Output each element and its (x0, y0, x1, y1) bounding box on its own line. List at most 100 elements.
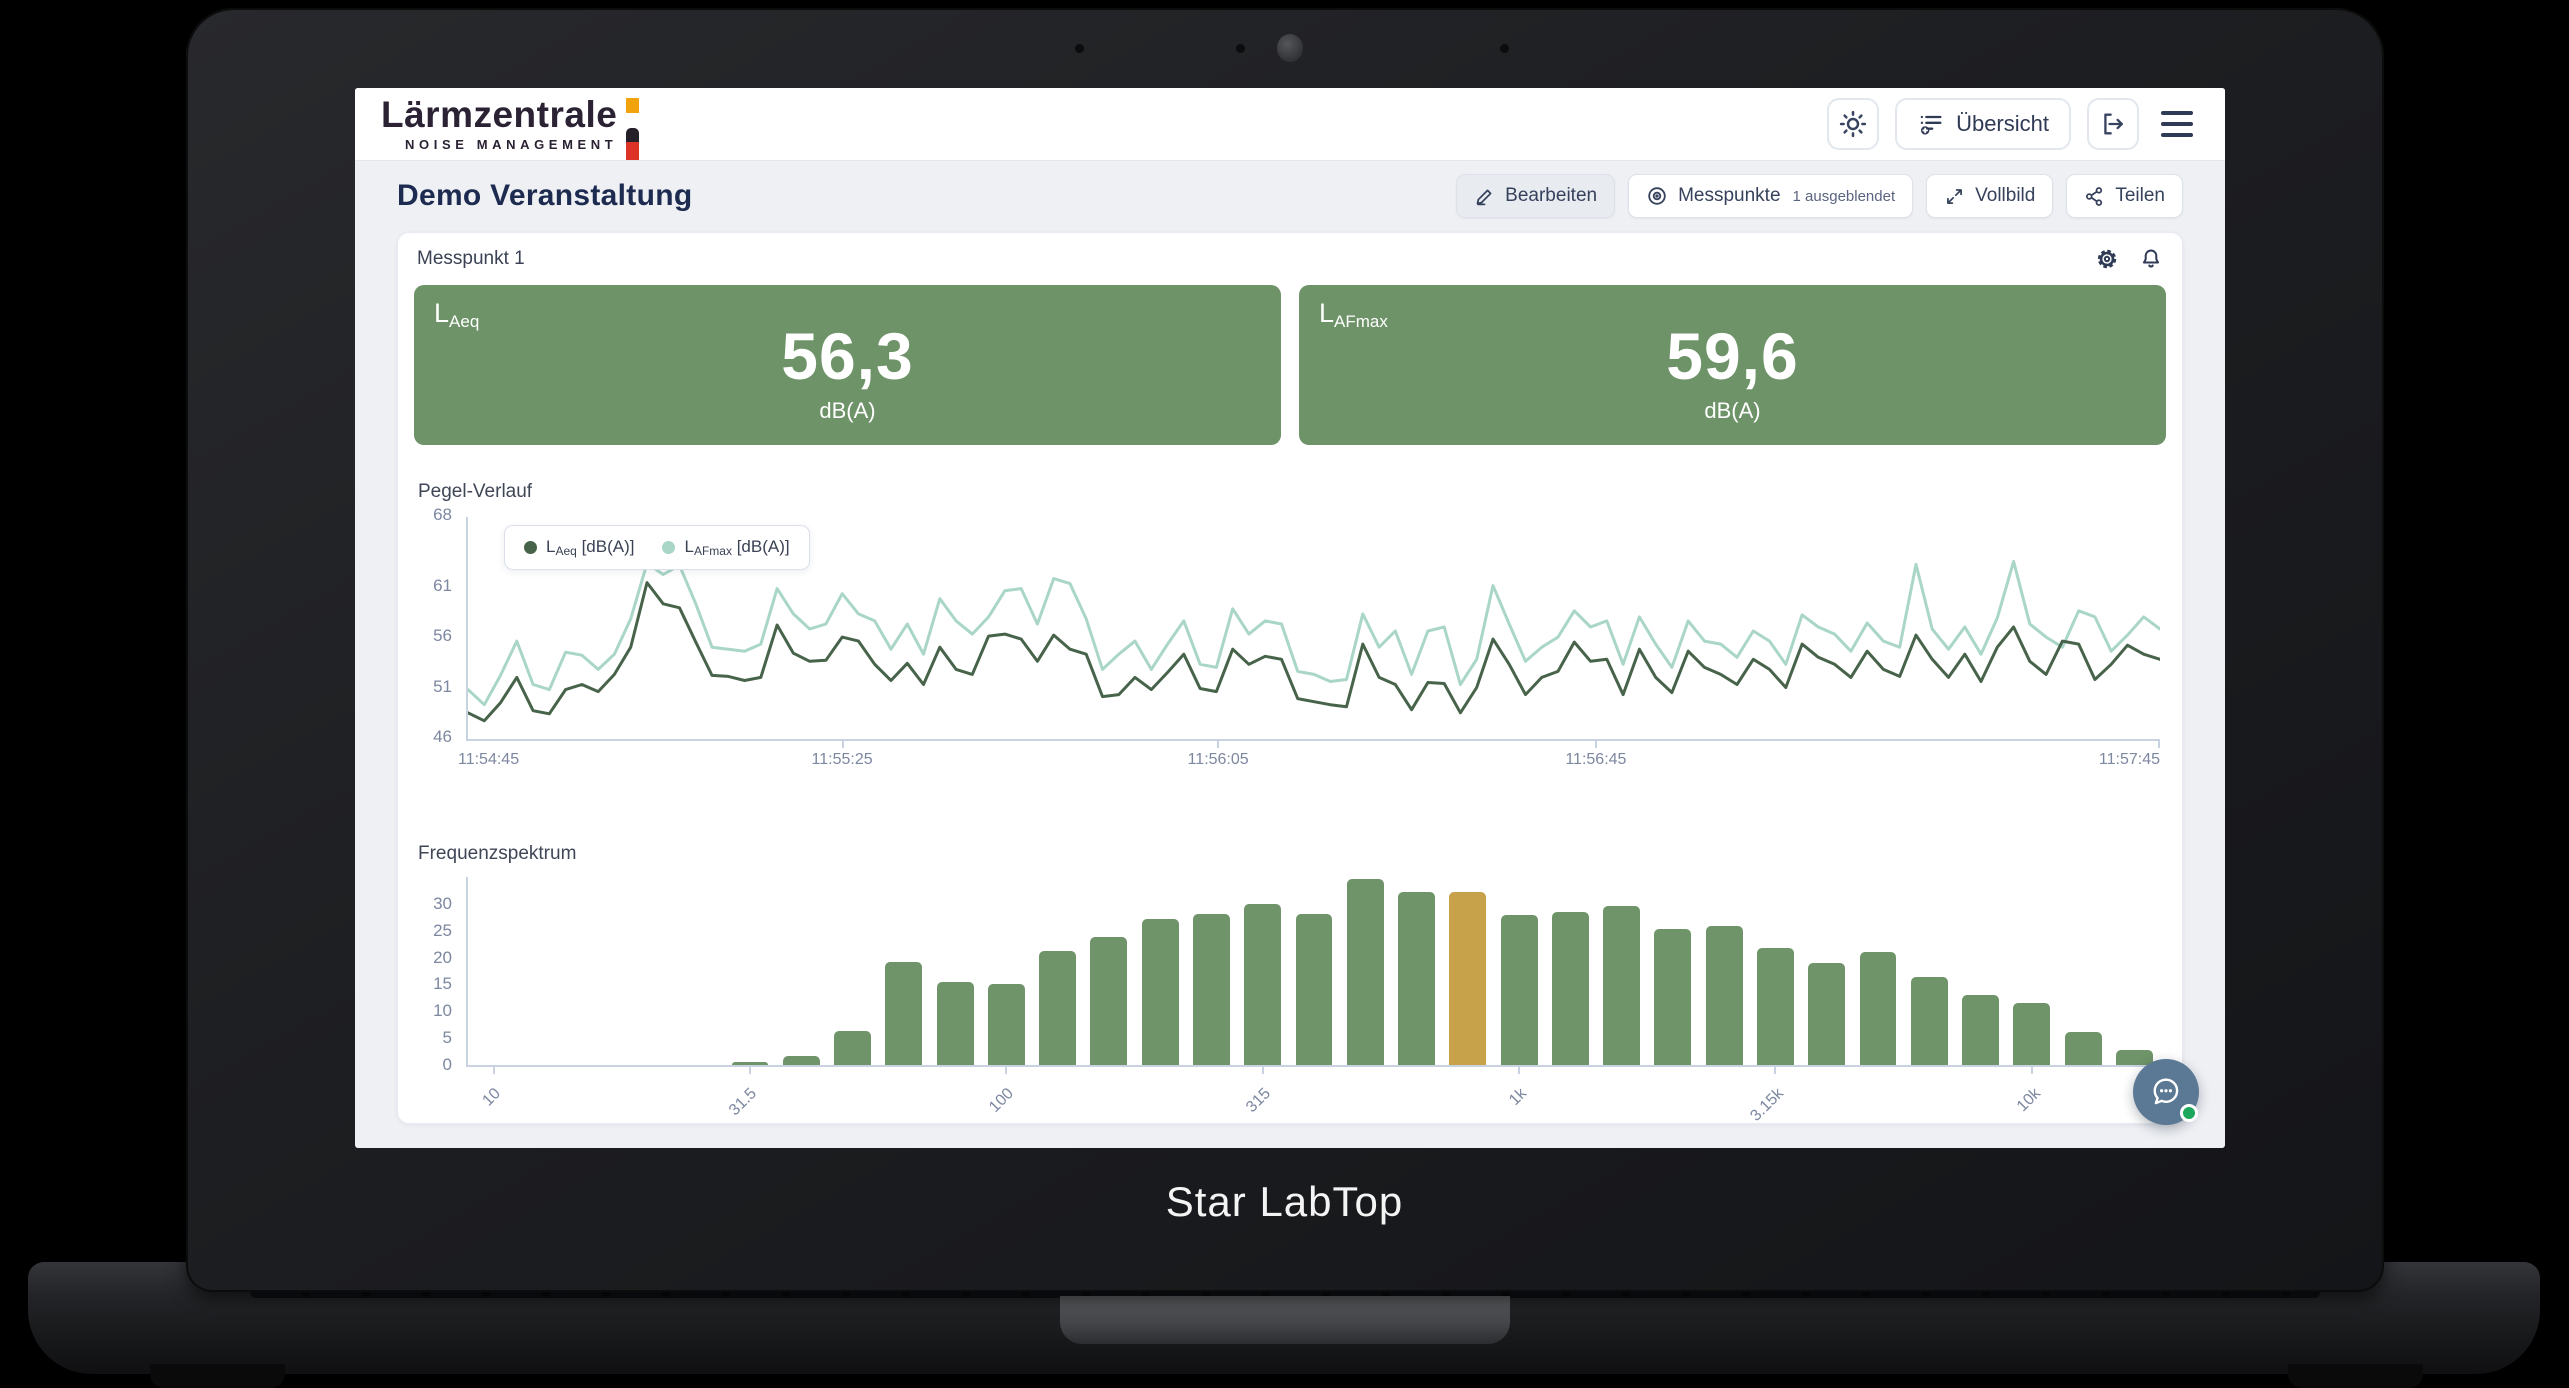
x-tick-label: 100 (986, 1085, 1018, 1116)
measuring-points-button[interactable]: Messpunkte 1 ausgeblendet (1628, 174, 1914, 218)
level-chart-plot[interactable]: LAeq [dB(A)] LAFmax [dB(A)] (466, 517, 2162, 748)
frequency-bar (1141, 919, 1179, 1065)
share-icon (2084, 186, 2105, 207)
overview-button[interactable]: Übersicht (1895, 98, 2071, 150)
spectrum-chart: 0 5 10 15 20 25 30 10 31.5 100 315 1k 3.15k 10k (414, 877, 2160, 1125)
logo-exclamation-icon (626, 98, 640, 160)
logout-button[interactable] (2087, 98, 2139, 150)
frequency-bar (1346, 879, 1384, 1065)
legend-dot-lafmax (662, 541, 676, 554)
laptop-lid-notch (1060, 1296, 1510, 1344)
sun-icon (1838, 109, 1868, 139)
laptop-foot (2288, 1364, 2423, 1388)
edit-button[interactable]: Bearbeiten (1456, 174, 1616, 218)
stat-unit: dB(A) (1704, 398, 1761, 423)
menu-button[interactable] (2155, 105, 2199, 143)
logo-title: Lärmzentrale (381, 94, 618, 135)
stat-card-lafmax: LAFmax 59,6 dB(A) (1299, 285, 2166, 445)
frequency-bar (1500, 915, 1538, 1065)
chat-bubble-icon (2147, 1073, 2185, 1111)
y-tick-label: 5 (442, 1028, 452, 1048)
x-tick-label: 11:54:45 (458, 751, 520, 768)
settings-gear-icon[interactable] (2095, 247, 2119, 271)
pencil-icon (1474, 186, 1495, 207)
app-logo[interactable]: Lärmzentrale NOISE MANAGEMENT (381, 94, 640, 160)
frequency-bar (1654, 928, 1692, 1065)
y-tick-label: 25 (433, 920, 452, 940)
stat-label: LAFmax (1319, 298, 1388, 331)
stat-value: 56,3 (781, 319, 914, 393)
level-chart: 68 61 56 51 46 LAeq [dB(A)] LAFmax [dB(A)] 1… (414, 505, 2162, 783)
frequency-bar (936, 981, 974, 1065)
y-tick-label: 51 (433, 676, 452, 696)
y-tick-label: 30 (433, 893, 452, 913)
spectrum-chart-y-axis: 0 5 10 15 20 25 30 (414, 877, 458, 1074)
frequency-bar (1090, 937, 1128, 1065)
theme-toggle-button[interactable] (1827, 98, 1880, 150)
frequency-bar (2115, 1049, 2153, 1065)
y-tick-label: 68 (433, 505, 452, 524)
x-tick-label: 11:57:45 (2098, 751, 2160, 768)
x-tick-mark (1217, 739, 1220, 748)
mic-dot (1236, 44, 1245, 53)
webcam (1277, 34, 1303, 62)
x-tick-mark (748, 1065, 751, 1074)
frequency-bar (1603, 906, 1641, 1065)
screen: Lärmzentrale NOISE MANAGEMENT (355, 88, 2225, 1148)
spectrum-chart-x-axis: 10 31.5 100 315 1k 3.15k 10k (466, 1073, 2160, 1125)
frequency-bar (1551, 912, 1589, 1065)
y-tick-label: 15 (433, 974, 452, 994)
x-tick-label: 11:56:45 (1565, 751, 1627, 768)
y-tick-label: 20 (433, 947, 452, 967)
share-button[interactable]: Teilen (2066, 174, 2183, 218)
level-chart-title: Pegel-Verlauf (418, 481, 533, 502)
legend-item-lafmax[interactable]: LAFmax [dB(A)] (662, 537, 790, 558)
frequency-bar (987, 984, 1025, 1065)
frequency-bar (1398, 892, 1435, 1065)
stat-unit: dB(A) (819, 398, 876, 423)
x-tick-label: 315 (1242, 1085, 1274, 1116)
y-tick-label: 61 (433, 575, 452, 595)
overview-button-label: Übersicht (1956, 111, 2049, 136)
expand-icon (1944, 186, 1965, 207)
frequency-bar (834, 1031, 871, 1065)
frequency-bar (1192, 913, 1230, 1065)
laptop-brand: Star LabTop (1165, 1178, 1404, 1225)
x-tick-mark (1774, 1065, 1777, 1074)
frequency-bar (1910, 977, 1948, 1065)
x-tick-mark (841, 739, 844, 748)
measuring-point-card: Messpunkt 1 (397, 232, 2183, 1125)
frequency-bar (1808, 963, 1846, 1065)
app-header: Lärmzentrale NOISE MANAGEMENT (355, 88, 2225, 160)
x-tick-mark (1261, 1065, 1264, 1074)
x-tick-label: 1k (1506, 1085, 1531, 1109)
legend-dot-laeq (524, 541, 537, 554)
stat-card-laeq: LAeq 56,3 dB(A) (414, 285, 1281, 445)
measuring-points-label: Messpunkte (1678, 185, 1781, 206)
edit-button-label: Bearbeiten (1505, 185, 1598, 206)
frequency-bar (1039, 950, 1077, 1065)
stat-value: 59,6 (1666, 319, 1799, 393)
frequency-bar (1859, 952, 1897, 1065)
x-tick-label: 31.5 (726, 1085, 761, 1120)
page-title: Demo Veranstaltung (397, 179, 693, 212)
x-tick-label: 3.15k (1747, 1085, 1788, 1125)
share-button-label: Teilen (2115, 185, 2165, 206)
frequency-bar (1756, 947, 1794, 1065)
y-tick-label: 56 (433, 626, 452, 646)
level-chart-legend[interactable]: LAeq [dB(A)] LAFmax [dB(A)] (504, 525, 810, 570)
bell-icon[interactable] (2139, 247, 2163, 271)
frequency-bar (731, 1061, 769, 1065)
fullscreen-button[interactable]: Vollbild (1926, 174, 2054, 218)
online-status-dot (2180, 1104, 2198, 1122)
frequency-bar (1244, 904, 1282, 1065)
chat-button[interactable] (2133, 1059, 2199, 1125)
spectrum-chart-plot[interactable] (466, 877, 2160, 1074)
logout-icon (2099, 110, 2127, 138)
spectrum-chart-title: Frequenzspektrum (418, 843, 577, 864)
laptop-foot (150, 1364, 285, 1388)
fullscreen-button-label: Vollbild (1975, 185, 2036, 206)
legend-item-laeq[interactable]: LAeq [dB(A)] (524, 537, 634, 558)
x-tick-mark (1005, 1065, 1008, 1074)
